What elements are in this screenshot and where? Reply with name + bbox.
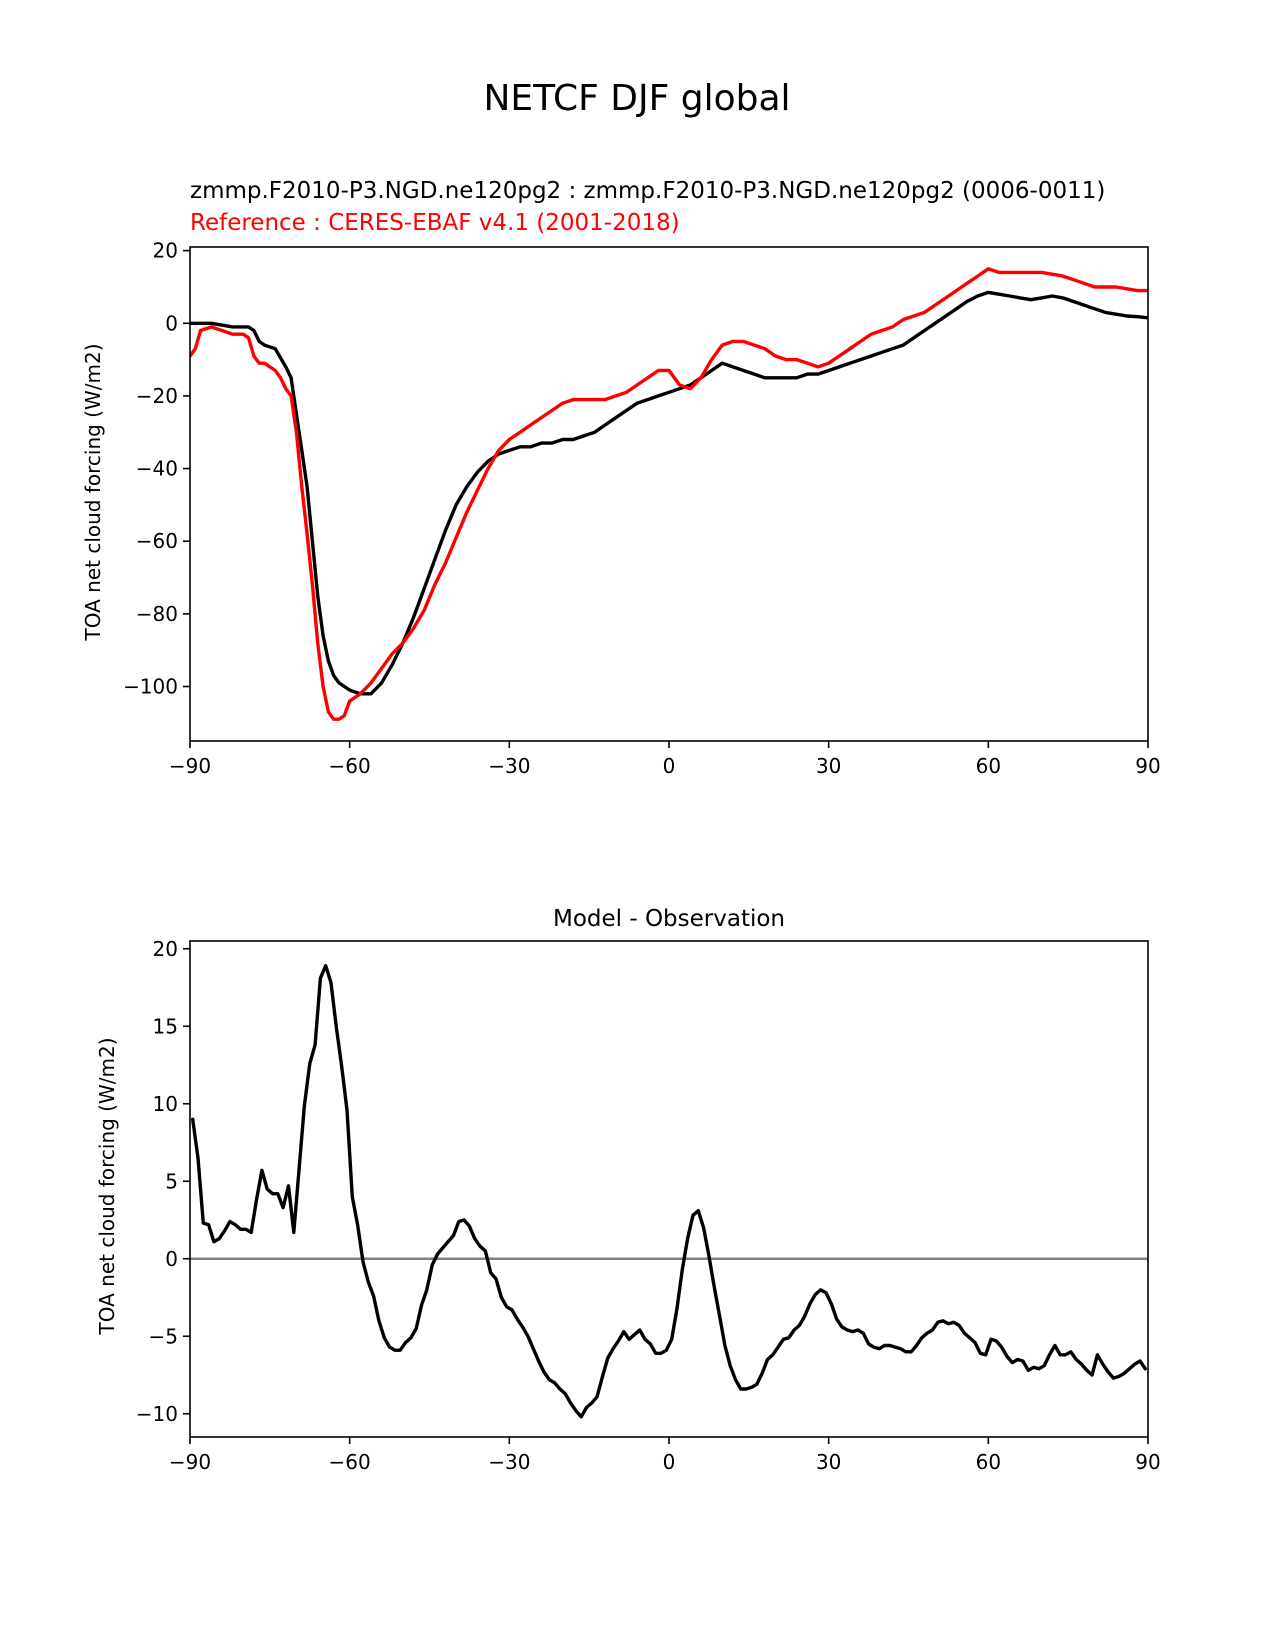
top-panel-y-tick-label: 0 (165, 311, 178, 335)
bottom-panel-y-tick-label: 10 (153, 1092, 178, 1116)
top-panel-x-tick-label: 0 (663, 754, 676, 778)
top-panel-x-tick-label: −30 (488, 754, 530, 778)
top-panel-x-tick-label: 60 (976, 754, 1001, 778)
top-panel-x-tick-label: 90 (1135, 754, 1160, 778)
bottom-panel-x-tick-label: −60 (329, 1450, 371, 1474)
top-panel-plot-area: −90 −60 −30 0 30 60 90 20 0 −20 −40 −60 −80 −100 (123, 239, 1161, 778)
bottom-panel-title: Model - Observation (553, 906, 785, 932)
bottom-panel-y-axis-label: TOA net cloud forcing (W/m2) (95, 1037, 119, 1335)
bottom-panel-y-tick-label: −5 (149, 1324, 178, 1348)
figure-suptitle: NETCF DJF global (483, 78, 790, 119)
bottom-panel-series-difference-line (191, 964, 1147, 1419)
bottom-panel-y-tick-label: −10 (136, 1402, 178, 1426)
bottom-panel-y-tick-label: 15 (153, 1014, 178, 1038)
top-panel-y-tick-label: −60 (136, 529, 178, 553)
top-panel-y-tick-label: 20 (153, 239, 178, 263)
bottom-panel-x-tick-label: −90 (169, 1450, 211, 1474)
top-panel-x-tick-label: −90 (169, 754, 211, 778)
bottom-panel-plot-area: −90 −60 −30 0 30 60 90 20 15 10 5 0 −5 −10 (136, 937, 1161, 1474)
bottom-panel-y-tick-label: 5 (165, 1169, 178, 1193)
top-panel-y-tick-label: −20 (136, 384, 178, 408)
top-panel-y-axis-label: TOA net cloud forcing (W/m2) (81, 343, 105, 641)
bottom-panel-x-tick-label: −30 (488, 1450, 530, 1474)
top-panel-series-reference-line (190, 267, 1148, 721)
bottom-panel-y-tick-label: 20 (153, 937, 178, 961)
bottom-panel-x-tick-label: 90 (1135, 1450, 1160, 1474)
bottom-panel: Model - Observation TOA net cloud forcin… (95, 906, 1161, 1474)
top-panel-series-model-line (190, 290, 1148, 696)
top-panel-y-tick-label: −100 (123, 675, 178, 699)
bottom-panel-y-tick-label: 0 (165, 1247, 178, 1271)
top-panel-y-tick-label: −80 (136, 602, 178, 626)
top-panel: zmmp.F2010-P3.NGD.ne120pg2 : zmmp.F2010-… (81, 178, 1161, 778)
top-panel-x-tick-label: −60 (329, 754, 371, 778)
top-panel-x-tick-label: 30 (816, 754, 841, 778)
top-panel-reference-title: Reference : CERES-EBAF v4.1 (2001-2018) (190, 210, 680, 236)
top-panel-test-title: zmmp.F2010-P3.NGD.ne120pg2 : zmmp.F2010-… (190, 178, 1105, 204)
top-panel-y-tick-label: −40 (136, 457, 178, 481)
top-panel-axes-frame (189, 246, 1149, 742)
bottom-panel-x-tick-label: 0 (663, 1450, 676, 1474)
bottom-panel-x-tick-label: 60 (976, 1450, 1001, 1474)
bottom-panel-x-tick-label: 30 (816, 1450, 841, 1474)
